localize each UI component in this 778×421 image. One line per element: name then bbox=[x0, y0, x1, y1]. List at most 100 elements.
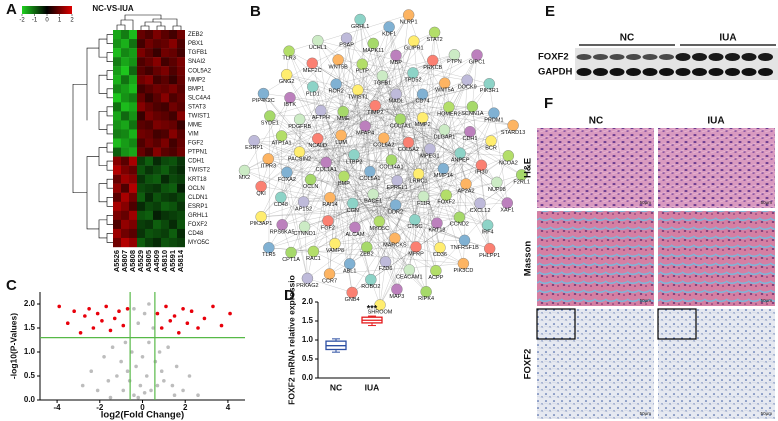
heatmap-cell bbox=[145, 93, 153, 103]
point bbox=[149, 388, 153, 393]
heatmap-cell bbox=[145, 183, 153, 193]
network-node bbox=[416, 88, 429, 100]
network-node bbox=[281, 166, 293, 179]
row-label: MME bbox=[188, 123, 202, 129]
point bbox=[155, 311, 160, 316]
heatmap-cell bbox=[177, 57, 185, 67]
heatmap-cell bbox=[129, 111, 137, 121]
column-label: IUA bbox=[707, 116, 724, 127]
heatmap-cell bbox=[121, 57, 129, 67]
network-edge bbox=[307, 278, 353, 293]
network-edge bbox=[329, 263, 464, 275]
network-node bbox=[255, 211, 267, 223]
network-edge bbox=[354, 227, 437, 271]
node-label: IBTK bbox=[284, 102, 297, 108]
node-label: STAT2 bbox=[426, 37, 442, 43]
network-edge bbox=[352, 174, 522, 293]
point bbox=[119, 359, 123, 364]
network-node bbox=[293, 113, 306, 126]
point bbox=[164, 304, 168, 309]
node-label: GLIPR1 bbox=[404, 46, 424, 52]
heatmap-cell bbox=[169, 120, 177, 130]
heatmap-cell bbox=[121, 84, 129, 94]
network-node bbox=[346, 286, 358, 299]
column-label: A4509 bbox=[152, 250, 161, 272]
point bbox=[136, 395, 141, 400]
color-key bbox=[22, 6, 72, 14]
heatmap-cell bbox=[161, 129, 169, 139]
heatmap-cell bbox=[137, 102, 145, 112]
network-edge bbox=[422, 54, 478, 95]
network-edge bbox=[317, 40, 508, 204]
point bbox=[151, 326, 155, 330]
node-label: NLRP1 bbox=[400, 19, 418, 25]
y-tick-label: 2.0 bbox=[24, 299, 36, 308]
heatmap-cell bbox=[113, 174, 121, 184]
heatmap-cell bbox=[169, 138, 177, 148]
node-label: PTPN bbox=[447, 59, 462, 65]
network-edge bbox=[414, 219, 465, 241]
point bbox=[136, 321, 141, 326]
network-edge bbox=[415, 246, 464, 264]
point bbox=[162, 379, 166, 383]
blot-band bbox=[675, 68, 691, 76]
node-label: COL5A1 bbox=[359, 176, 380, 182]
heatmap-cell bbox=[145, 39, 153, 49]
network-edge bbox=[422, 117, 424, 197]
row-label: FGF2 bbox=[188, 141, 204, 147]
network-node bbox=[453, 211, 466, 223]
network-node bbox=[275, 130, 288, 142]
heatmap-cell bbox=[121, 48, 129, 58]
heatmap-cell bbox=[177, 66, 185, 76]
node-label: CD48 bbox=[274, 202, 288, 208]
node-label: ROBO2 bbox=[361, 284, 380, 290]
heatmap-cell bbox=[169, 111, 177, 121]
network-node bbox=[443, 101, 455, 113]
heatmap-cell bbox=[113, 147, 121, 157]
network-edge bbox=[369, 119, 401, 172]
point bbox=[132, 307, 136, 311]
point bbox=[132, 393, 136, 398]
network-node bbox=[410, 241, 422, 253]
row-label: ZEB2 bbox=[188, 32, 204, 38]
network-edge bbox=[313, 140, 492, 252]
point bbox=[219, 323, 224, 328]
network-edge bbox=[396, 180, 416, 220]
heatmap-cell bbox=[145, 75, 153, 85]
network-node bbox=[359, 120, 371, 132]
heatmap-cell bbox=[113, 228, 121, 239]
node-label: CD36 bbox=[433, 252, 447, 258]
heatmap-cell bbox=[145, 48, 153, 58]
network-edge bbox=[369, 137, 385, 172]
network-edge bbox=[337, 59, 350, 264]
dendrogram bbox=[72, 14, 182, 243]
heatmap-cell bbox=[153, 120, 161, 130]
blot-band bbox=[593, 68, 608, 76]
heatmap-cell bbox=[169, 48, 177, 58]
network-edge bbox=[370, 80, 468, 280]
network-edge bbox=[281, 135, 283, 225]
y-tick-label: 0.5 bbox=[302, 354, 314, 363]
blot-band bbox=[626, 54, 641, 60]
heatmap-cell bbox=[145, 201, 153, 212]
network-edge bbox=[414, 219, 441, 248]
heatmap-cell bbox=[129, 66, 137, 76]
network-edge bbox=[280, 197, 336, 244]
network-node bbox=[367, 37, 379, 50]
node-label: FGF2 bbox=[321, 225, 335, 231]
network-edge bbox=[364, 125, 419, 175]
heatmap-cell bbox=[153, 201, 161, 212]
network-node bbox=[409, 214, 421, 226]
network-edge bbox=[325, 162, 356, 228]
node-label: STARD13 bbox=[501, 130, 525, 136]
network-edge bbox=[269, 115, 437, 271]
network-edge bbox=[268, 158, 465, 241]
heatmap-cell bbox=[129, 147, 137, 157]
network-edge bbox=[362, 32, 435, 65]
blot-band bbox=[758, 53, 773, 61]
network-edge bbox=[307, 19, 361, 279]
point bbox=[130, 350, 134, 354]
heatmap-cell bbox=[161, 93, 169, 103]
node-label: GIPC1 bbox=[469, 59, 486, 65]
node-label: CTSC bbox=[407, 224, 422, 230]
